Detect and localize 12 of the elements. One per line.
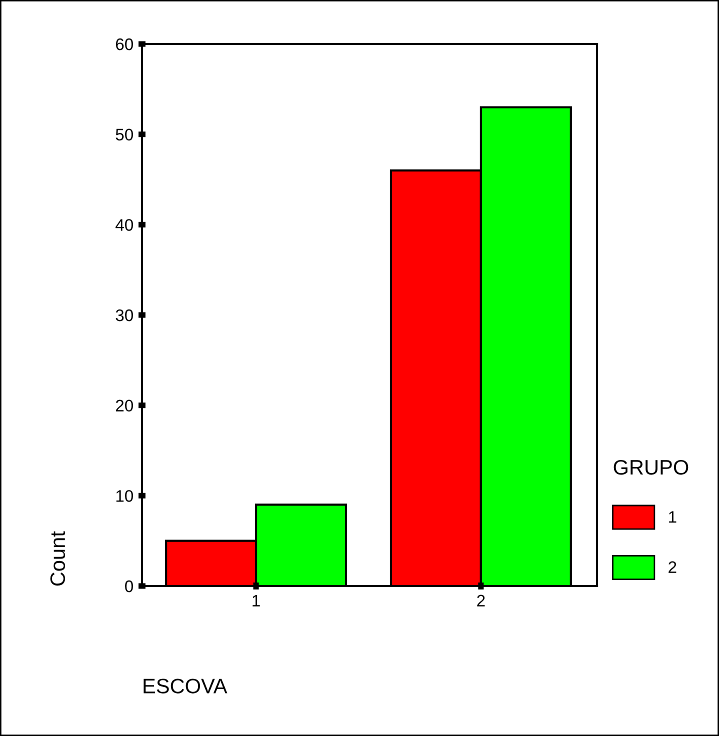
- legend-label: 1: [669, 511, 676, 523]
- y-axis-title: Count: [50, 531, 66, 586]
- legend-title: GRUPO: [614, 460, 688, 475]
- y-tick-label: 10: [116, 490, 134, 502]
- x-axis-title: ESCOVA: [144, 678, 228, 694]
- y-tick-label: 0: [125, 580, 134, 592]
- y-tick-label: 50: [116, 128, 134, 141]
- y-tick-label: 20: [116, 400, 134, 412]
- y-tick-label: 40: [116, 219, 134, 231]
- legend-label: 2: [668, 561, 676, 573]
- y-tick-label: 30: [116, 309, 134, 322]
- y-tick-label: 60: [116, 38, 134, 50]
